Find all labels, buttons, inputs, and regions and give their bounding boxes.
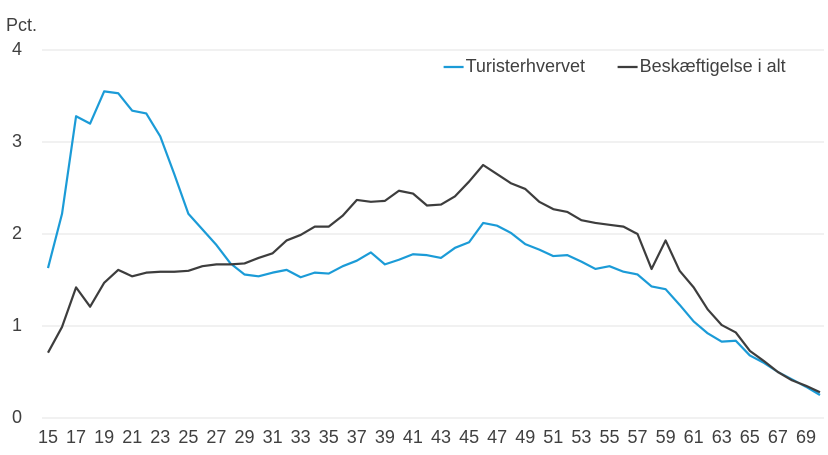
y-tick-label: 0: [12, 407, 22, 427]
y-axis-label: Pct.: [6, 15, 37, 35]
x-tick-label: 55: [599, 427, 619, 447]
legend-label: Beskæftigelse i alt: [640, 56, 786, 76]
x-tick-label: 21: [122, 427, 142, 447]
x-tick-label: 47: [487, 427, 507, 447]
x-tick-label: 53: [571, 427, 591, 447]
legend-label: Turisterhvervet: [466, 56, 585, 76]
y-tick-label: 3: [12, 131, 22, 151]
x-tick-label: 27: [206, 427, 226, 447]
line-series: [46, 90, 821, 396]
x-tick-label: 35: [319, 427, 339, 447]
x-tick-label: 65: [740, 427, 760, 447]
x-tick-label: 57: [628, 427, 648, 447]
x-tick-label: 39: [375, 427, 395, 447]
y-tick-label: 4: [12, 39, 22, 59]
x-tick-label: 31: [263, 427, 283, 447]
line-series: [47, 163, 821, 394]
x-tick-label: 45: [459, 427, 479, 447]
x-tick-label: 19: [94, 427, 114, 447]
y-tick-label: 2: [12, 223, 22, 243]
x-tick-label: 69: [796, 427, 816, 447]
y-tick-label: 1: [12, 315, 22, 335]
x-tick-label: 23: [150, 427, 170, 447]
x-tick-label: 37: [347, 427, 367, 447]
x-tick-label: 17: [66, 427, 86, 447]
x-tick-label: 15: [38, 427, 58, 447]
x-tick-label: 59: [656, 427, 676, 447]
x-tick-label: 29: [234, 427, 254, 447]
x-tick-label: 43: [431, 427, 451, 447]
x-tick-label: 33: [291, 427, 311, 447]
x-tick-label: 61: [684, 427, 704, 447]
x-tick-label: 25: [178, 427, 198, 447]
x-tick-label: 49: [515, 427, 535, 447]
x-tick-label: 41: [403, 427, 423, 447]
x-tick-label: 63: [712, 427, 732, 447]
x-tick-label: 51: [543, 427, 563, 447]
x-tick-label: 67: [768, 427, 788, 447]
